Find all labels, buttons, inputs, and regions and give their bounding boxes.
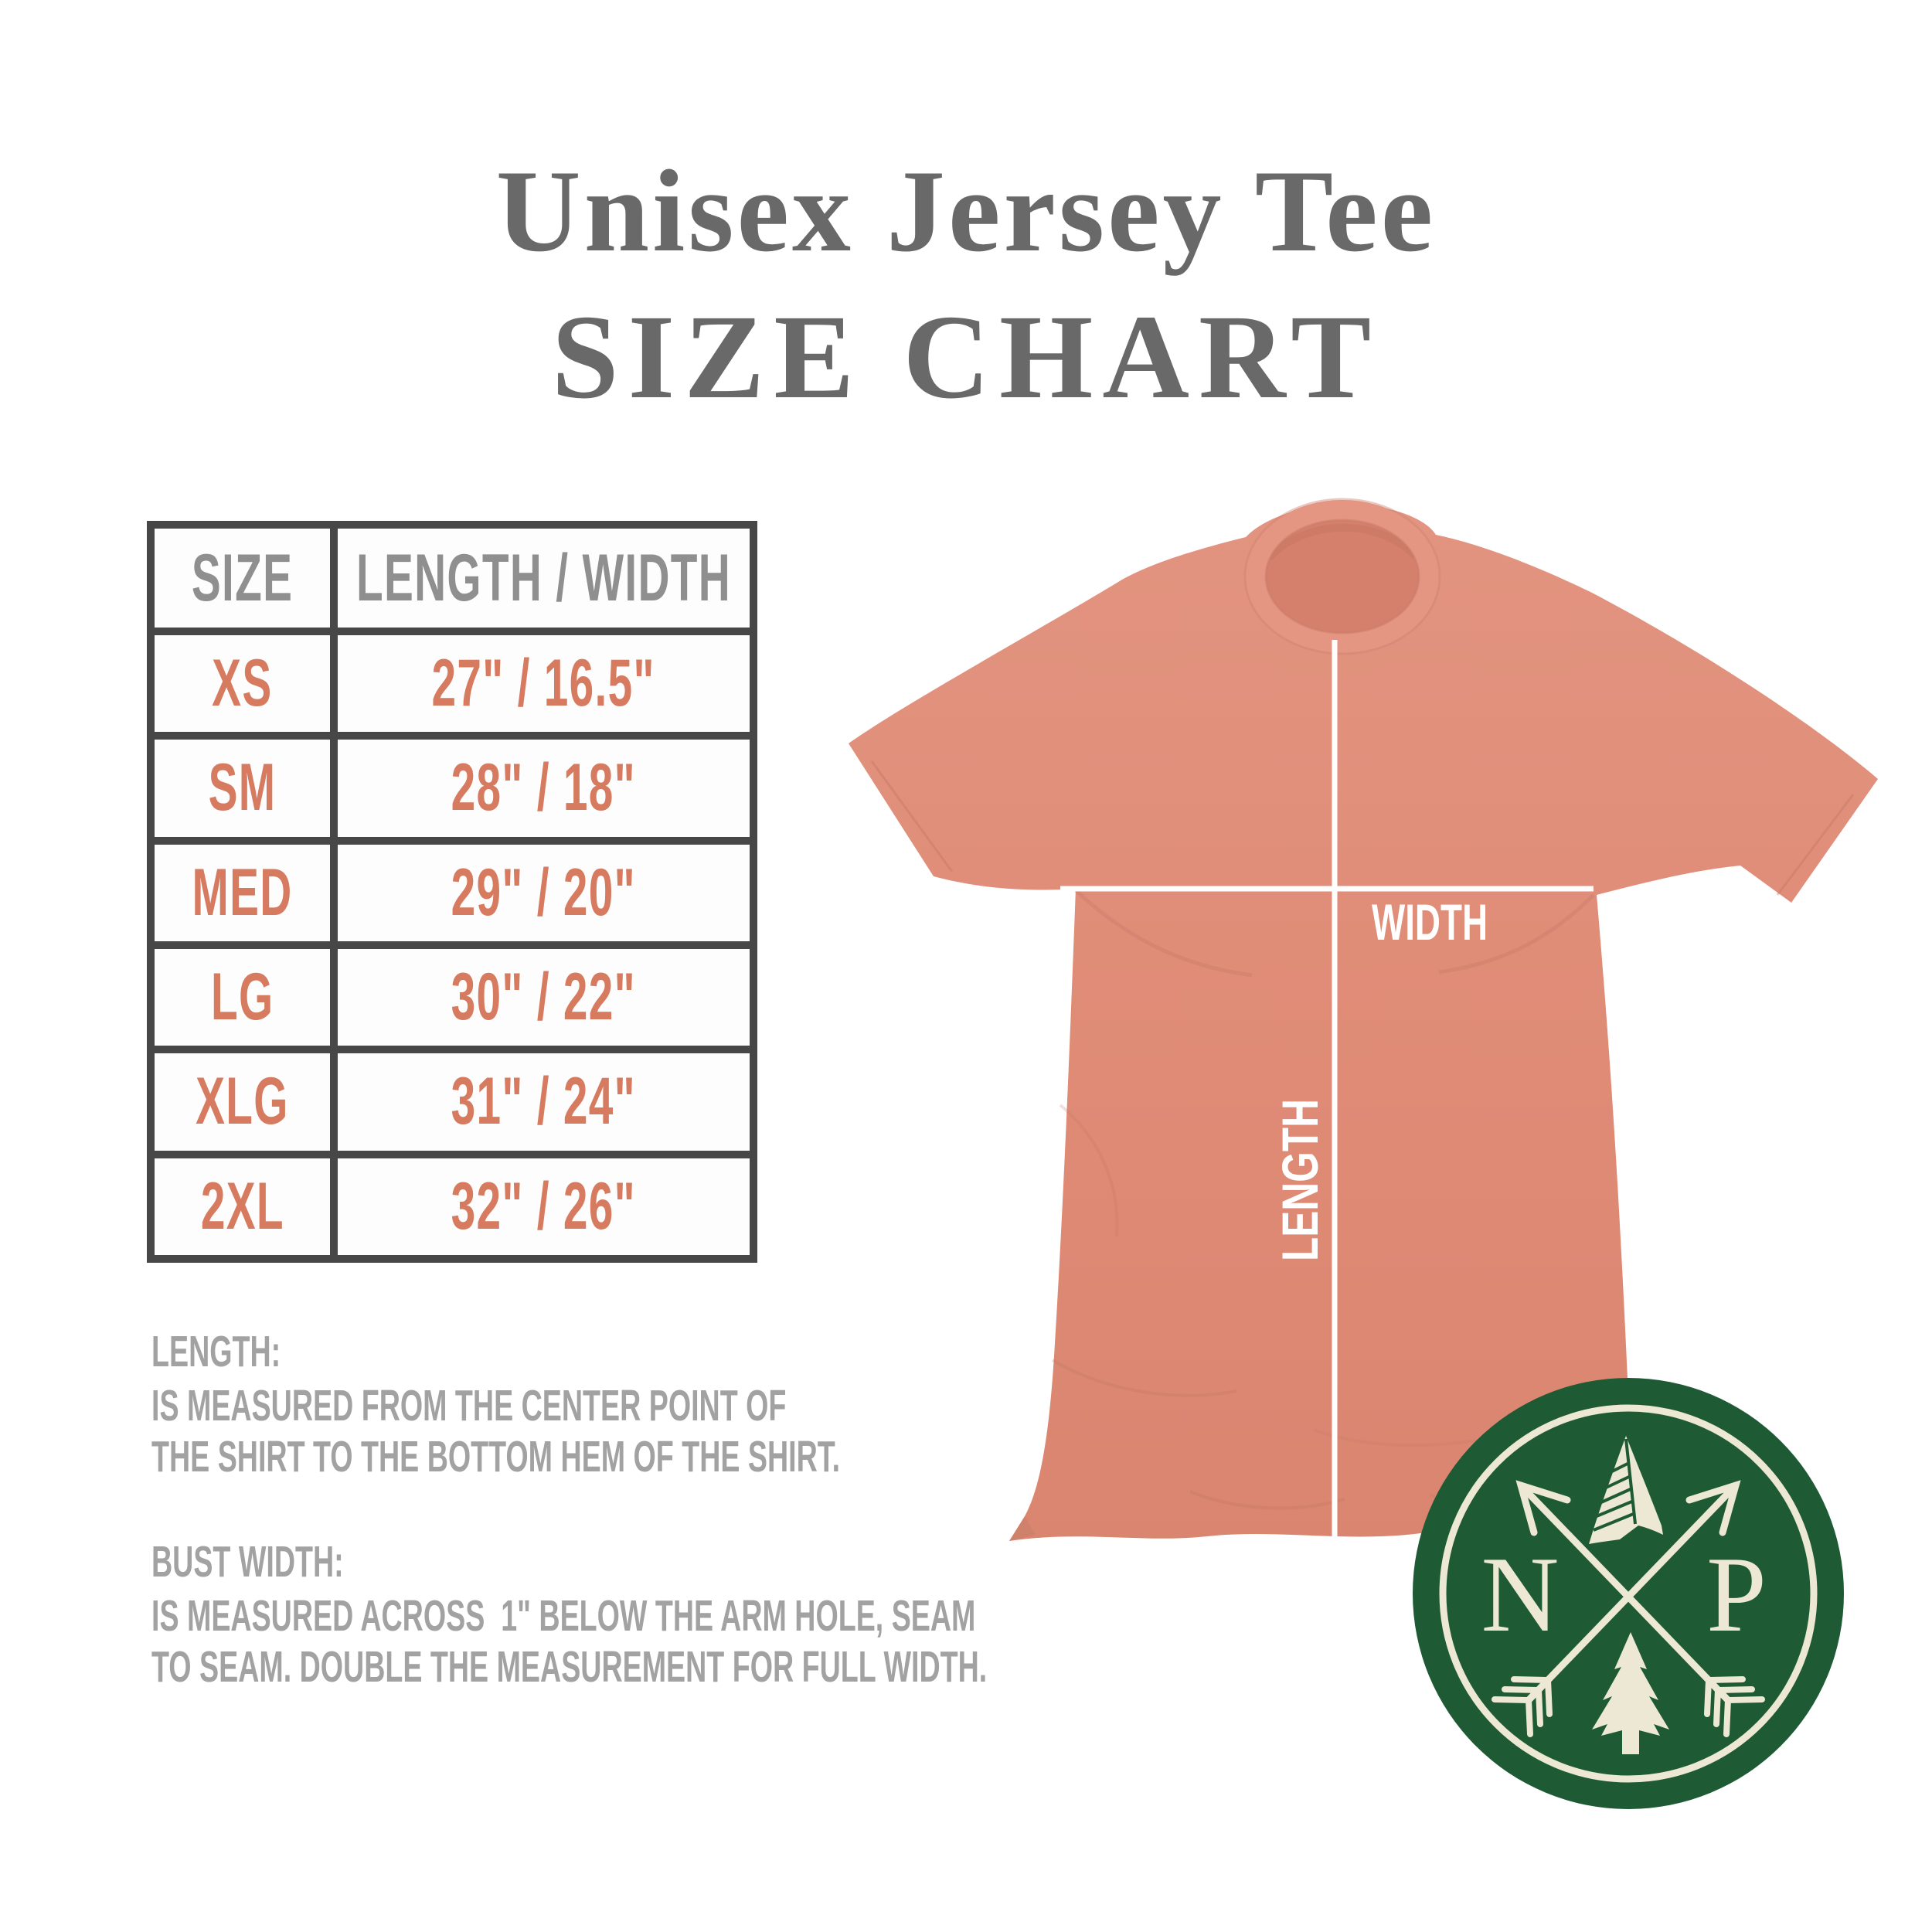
page-title: Unisex Jersey Tee: [495, 146, 1437, 276]
bust-width-note-heading: BUST WIDTH:: [151, 1537, 344, 1587]
logo-inner-ring: [1439, 1404, 1818, 1783]
length-note-line: THE SHIRT TO THE BOTTOM HEM OF THE SHIRT…: [151, 1432, 841, 1481]
logo-letter-p: P: [1706, 1535, 1767, 1655]
length-note-line: IS MEASURED FROM THE CENTER POINT OF: [151, 1381, 787, 1430]
arrowhead-icon: [1589, 1436, 1663, 1544]
table-row-med-measure: 29" / 20": [338, 844, 750, 941]
width-label: WIDTH: [1372, 893, 1488, 951]
size-table-header-measure: LENGTH / WIDTH: [338, 529, 750, 628]
brand-logo-badge: N P: [1413, 1378, 1844, 1809]
collar-band: [1246, 500, 1439, 653]
page-subtitle: SIZE CHART: [551, 290, 1381, 423]
length-label: LENGTH: [1271, 1099, 1328, 1261]
table-row-lg-measure: 30" / 22": [338, 949, 750, 1046]
table-row-2xl-measure: 32" / 26": [338, 1158, 750, 1255]
pine-tree-icon: [1592, 1632, 1669, 1754]
table-row-med-size: MED: [155, 844, 330, 941]
collar-opening: [1256, 510, 1429, 643]
table-row-xs-measure: 27" / 16.5": [338, 635, 750, 733]
table-row-sm-measure: 28" / 18": [338, 740, 750, 837]
table-row-xs-size: XS: [155, 635, 330, 733]
size-table-header-size: SIZE: [155, 529, 330, 628]
bust-width-note-line: TO SEAM. DOUBLE THE MEASUREMENT FOR FULL…: [151, 1642, 988, 1692]
table-row-xlg-size: XLG: [155, 1053, 330, 1151]
logo-letter-n: N: [1481, 1535, 1559, 1655]
table-row-xlg-measure: 31" / 24": [338, 1053, 750, 1151]
table-row-lg-size: LG: [155, 949, 330, 1046]
bust-width-note: BUST WIDTH: IS MEASURED ACROSS 1" BELOW …: [151, 1536, 1417, 1692]
length-note: LENGTH: IS MEASURED FROM THE CENTER POIN…: [151, 1326, 1195, 1482]
bust-width-note-line: IS MEASURED ACROSS 1" BELOW THE ARM HOLE…: [151, 1591, 976, 1641]
table-row-sm-size: SM: [155, 740, 330, 837]
size-table: SIZE LENGTH / WIDTH XS 27" / 16.5" SM 28…: [147, 521, 757, 1263]
measurement-crosshair: WIDTH LENGTH: [1060, 640, 1594, 1536]
length-note-heading: LENGTH:: [151, 1327, 281, 1376]
crossed-arrows-icon: [1492, 1480, 1765, 1737]
table-row-2xl-size: 2XL: [155, 1158, 330, 1255]
